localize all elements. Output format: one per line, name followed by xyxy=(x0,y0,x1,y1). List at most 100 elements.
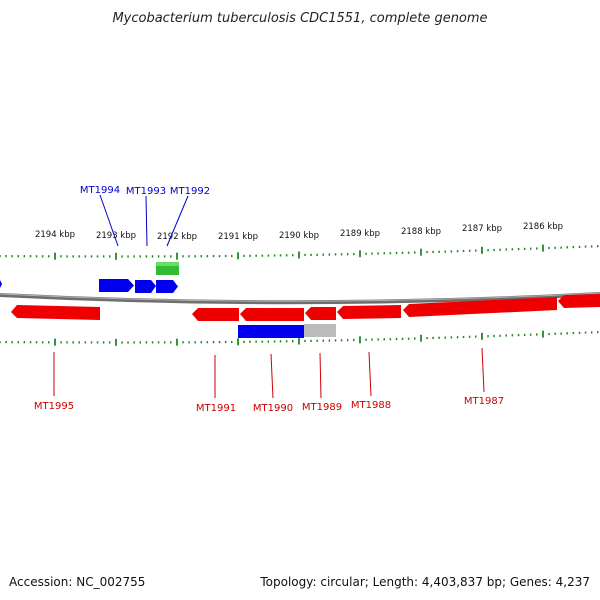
upper-ruler-minor-tick xyxy=(249,254,251,257)
upper-ruler-minor-tick xyxy=(5,255,7,258)
gene-label-mt1994[interactable]: MT1994 xyxy=(80,185,120,196)
gene-label-mt1989[interactable]: MT1989 xyxy=(302,402,342,413)
map-title: Mycobacterium tuberculosis CDC1551, comp… xyxy=(112,11,487,26)
lower-ruler-minor-tick xyxy=(566,332,568,335)
gene-label-mt1992[interactable]: MT1992 xyxy=(170,186,210,197)
upper-ruler-minor-tick xyxy=(548,246,550,250)
upper-ruler-major-tick xyxy=(237,252,239,260)
lower-ruler-minor-tick xyxy=(353,338,355,342)
upper-ruler-minor-tick xyxy=(279,254,282,257)
forward-gene-inner[interactable] xyxy=(238,325,304,338)
tick-label-2189: 2189 kbp xyxy=(340,229,380,239)
upper-ruler-minor-tick xyxy=(377,252,379,255)
leader-line-mt1994 xyxy=(99,194,119,247)
pseudo-gene[interactable] xyxy=(304,324,336,337)
gene-label-mt1990[interactable]: MT1990 xyxy=(253,403,293,414)
lower-ruler-minor-tick xyxy=(273,340,276,343)
lower-ruler-minor-tick xyxy=(572,332,575,335)
upper-ruler-minor-tick xyxy=(145,255,148,258)
upper-ruler-minor-tick xyxy=(322,253,324,256)
lower-ruler-minor-tick xyxy=(383,338,385,341)
lower-ruler-minor-tick xyxy=(200,341,202,344)
lower-ruler-minor-tick xyxy=(578,331,581,334)
upper-ruler-minor-tick xyxy=(438,250,440,253)
upper-ruler-minor-tick xyxy=(444,250,446,253)
gene-label-mt1991[interactable]: MT1991 xyxy=(196,403,236,414)
lower-ruler-minor-tick xyxy=(267,340,270,343)
reverse-gene-mt1989[interactable] xyxy=(305,307,336,320)
lower-ruler-minor-tick xyxy=(462,335,465,339)
lower-tick-ruler xyxy=(0,330,599,346)
upper-ruler-major-tick xyxy=(420,248,422,256)
reverse-gene-mt1987[interactable] xyxy=(403,297,557,317)
lower-ruler-major-tick xyxy=(237,338,239,346)
upper-ruler-minor-tick xyxy=(0,255,1,258)
reverse-gene-edge[interactable] xyxy=(558,294,600,308)
upper-ruler-minor-tick xyxy=(401,251,404,254)
forward-gene-edge[interactable] xyxy=(0,280,2,288)
lower-ruler-minor-tick xyxy=(206,341,209,344)
upper-ruler-minor-tick xyxy=(261,254,264,257)
lower-ruler-minor-tick xyxy=(261,340,264,343)
lower-ruler-minor-tick xyxy=(377,338,379,341)
lower-ruler-minor-tick xyxy=(536,333,538,336)
upper-ruler-minor-tick xyxy=(310,253,312,256)
reverse-gene-mt1990[interactable] xyxy=(240,308,304,321)
lower-ruler-minor-tick xyxy=(304,339,306,343)
gene-label-mt1988[interactable]: MT1988 xyxy=(351,400,391,411)
lower-ruler-minor-tick xyxy=(279,340,282,343)
lower-ruler-minor-tick xyxy=(365,338,367,341)
upper-ruler-minor-tick xyxy=(182,255,184,258)
upper-ruler-minor-tick xyxy=(35,255,38,258)
upper-ruler-minor-tick xyxy=(243,254,245,257)
upper-ruler-minor-tick xyxy=(29,255,32,258)
lower-ruler-minor-tick xyxy=(157,341,160,344)
forward-gene-mt1994[interactable] xyxy=(99,279,134,292)
tick-label-2191: 2191 kbp xyxy=(218,232,258,242)
upper-ruler-minor-tick xyxy=(328,253,331,256)
lower-ruler-minor-tick xyxy=(23,341,26,344)
upper-ruler-minor-tick xyxy=(597,245,599,248)
upper-ruler-minor-tick xyxy=(578,245,581,248)
reverse-gene-mt1995[interactable] xyxy=(11,305,100,320)
forward-gene-mt1992[interactable] xyxy=(156,280,178,293)
leader-line-mt1987 xyxy=(481,347,485,393)
upper-ruler-minor-tick xyxy=(188,255,190,258)
leader-line-mt1989 xyxy=(319,352,322,399)
upper-ruler-major-tick xyxy=(115,252,117,260)
lower-ruler-minor-tick xyxy=(96,341,99,344)
lower-ruler-minor-tick xyxy=(432,336,434,339)
lower-ruler-minor-tick xyxy=(450,336,453,339)
lower-ruler-minor-tick xyxy=(139,341,141,344)
reverse-strand-genes xyxy=(11,294,600,321)
reverse-gene-mt1991[interactable] xyxy=(192,308,239,321)
lower-ruler-minor-tick xyxy=(163,341,166,344)
lower-ruler-minor-tick xyxy=(499,334,501,337)
gene-label-mt1993[interactable]: MT1993 xyxy=(126,186,166,197)
upper-ruler-minor-tick xyxy=(493,248,495,252)
forward-strand-genes xyxy=(0,279,178,293)
lower-ruler-minor-tick xyxy=(590,331,593,334)
lower-ruler-minor-tick xyxy=(310,339,312,342)
leader-line-mt1988 xyxy=(368,351,372,397)
upper-ruler-minor-tick xyxy=(529,247,532,250)
gene-label-mt1995[interactable]: MT1995 xyxy=(34,401,74,412)
lower-ruler-minor-tick xyxy=(511,334,514,337)
upper-ruler-minor-tick xyxy=(96,255,99,258)
lower-ruler-minor-tick xyxy=(66,341,68,344)
reverse-gene-mt1988[interactable] xyxy=(337,305,401,319)
forward-gene-mt1993[interactable] xyxy=(135,280,156,293)
gene-label-mt1987[interactable]: MT1987 xyxy=(464,396,504,407)
lower-ruler-minor-tick xyxy=(487,335,489,338)
upper-ruler-major-tick xyxy=(298,251,300,259)
lower-ruler-major-tick xyxy=(542,330,544,338)
upper-ruler-minor-tick xyxy=(60,255,62,258)
lower-ruler-minor-tick xyxy=(60,341,62,344)
upper-ruler-minor-tick xyxy=(590,245,593,248)
upper-ruler-minor-tick xyxy=(11,255,13,258)
forward-gene-labels: MT1994 MT1993 MT1992 xyxy=(80,185,210,247)
upper-ruler-minor-tick xyxy=(407,251,410,254)
upper-ruler-minor-tick xyxy=(285,254,288,257)
